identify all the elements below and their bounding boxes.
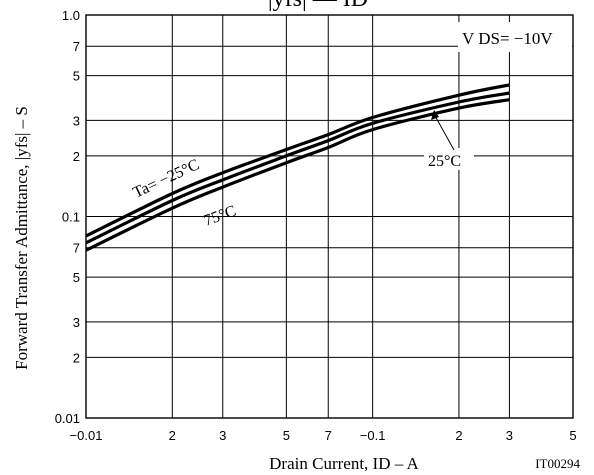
x-tick-label: 2 [169, 428, 176, 443]
condition-label: V DS= −10V [462, 29, 553, 48]
plot-frame [85, 14, 574, 419]
y-tick-labels: 0.01 2 3 5 7 0.1 2 3 5 7 1.0 [55, 8, 80, 426]
y-tick-label: 0.1 [62, 210, 80, 225]
figure-code: IT00294 [535, 456, 580, 471]
y-tick-label: 7 [73, 241, 80, 256]
x-tick-label: 5 [569, 428, 576, 443]
series-label-75c: 75°C [202, 202, 239, 229]
series-label-25c-group: 25°C [424, 110, 474, 170]
series-label-25c: 25°C [428, 153, 461, 170]
x-tick-labels: −0.01 2 3 5 7 −0.1 2 3 5 [70, 428, 577, 443]
chart-grid [85, 14, 574, 419]
series-label-25c-arrowhead [431, 110, 439, 120]
y-tick-label: 2 [73, 149, 80, 164]
series-line-2 [85, 98, 510, 252]
chart-title-fragment: |yfs| — ID [268, 0, 368, 12]
series-line-1 [85, 91, 510, 245]
x-tick-label: 3 [219, 428, 226, 443]
x-tick-label: −0.1 [360, 428, 386, 443]
y-tick-label: 7 [73, 39, 80, 54]
x-tick-label: 2 [455, 428, 462, 443]
y-tick-label: 5 [73, 270, 80, 285]
y-tick-label: 1.0 [62, 8, 80, 23]
y-tick-label: 0.01 [55, 411, 80, 426]
series-label-25c-leader [433, 113, 455, 151]
x-tick-label: 7 [325, 428, 332, 443]
y-tick-label: 3 [73, 315, 80, 330]
x-tick-label: 3 [506, 428, 513, 443]
chart-curves [85, 83, 510, 252]
series-line-0 [85, 83, 510, 238]
x-tick-label: −0.01 [70, 428, 103, 443]
y-tick-label: 3 [73, 113, 80, 128]
x-tick-label: 5 [283, 428, 290, 443]
x-axis-label: Drain Current, ID – A [269, 454, 419, 473]
series-label-25c-bg [424, 148, 474, 170]
y-tick-label: 2 [73, 350, 80, 365]
condition-label-bg [458, 22, 572, 52]
condition-label-group: V DS= −10V [458, 22, 572, 52]
y-axis-label: Forward Transfer Admittance, |yfs| – S [12, 106, 31, 370]
y-tick-label: 5 [73, 69, 80, 84]
